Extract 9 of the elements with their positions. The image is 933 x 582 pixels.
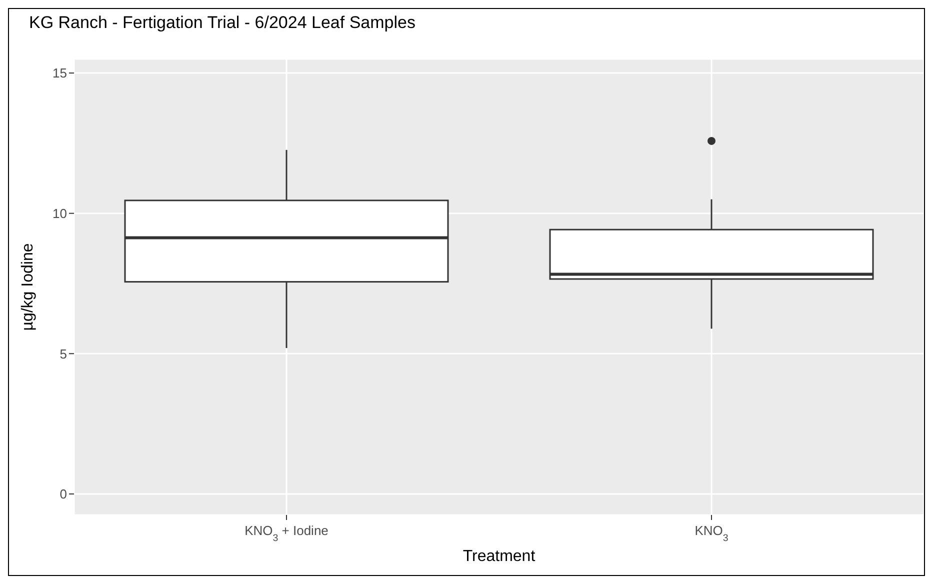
x-tick-label: KNO$_{3}$ + Iodine: [244, 523, 328, 544]
y-tick-label: 0: [60, 486, 67, 502]
y-axis-title: µg/kg Iodine: [20, 243, 37, 331]
y-tick-label: 15: [52, 66, 67, 81]
x-tick-label: KNO$_{3}$: [694, 523, 728, 544]
x-axis-title: Treatment: [462, 548, 536, 565]
chart-title: KG Ranch - Fertigation Trial - 6/2024 Leaf Samples: [29, 13, 416, 33]
y-tick-label: 5: [60, 346, 67, 362]
y-tick-label: 10: [52, 206, 67, 221]
